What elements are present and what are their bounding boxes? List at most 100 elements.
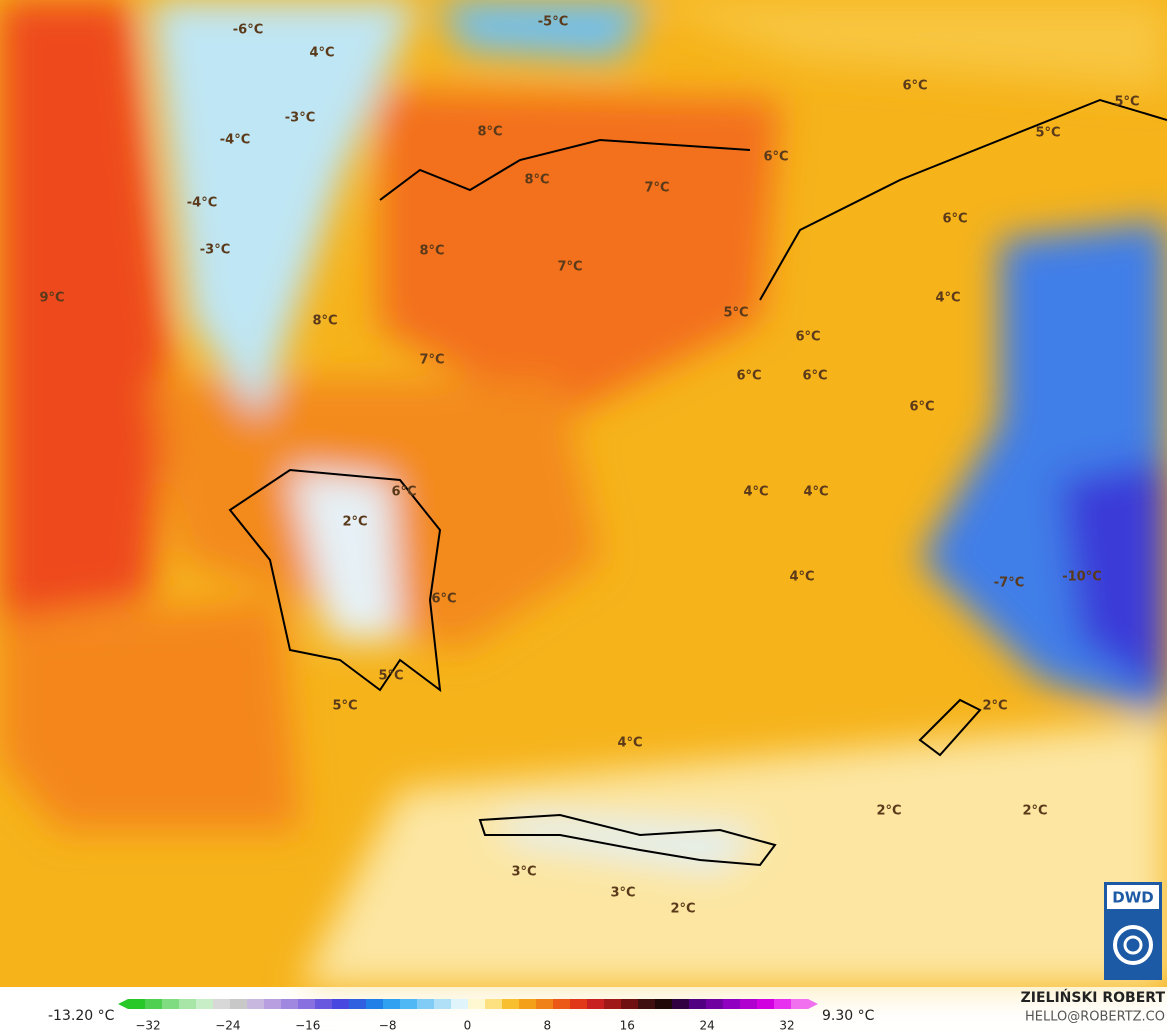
colorbar-swatch — [468, 999, 486, 1009]
colorbar-swatch — [451, 999, 469, 1009]
colorbar-tick-label: 16 — [620, 1019, 635, 1033]
temperature-label: 2°C — [342, 515, 367, 530]
temperature-label: 8°C — [419, 244, 444, 259]
temperature-label: 4°C — [617, 736, 642, 751]
colorbar-tick-label: −8 — [379, 1019, 397, 1033]
logo: DWD — [1104, 882, 1162, 980]
colorbar-swatch — [230, 999, 248, 1009]
temperature-label: 4°C — [803, 485, 828, 500]
contact: HELLO@ROBERTZ.CO — [1025, 1010, 1165, 1025]
temperature-label: 2°C — [876, 804, 901, 819]
colorbar-swatch — [383, 999, 401, 1009]
temperature-label: 2°C — [1022, 804, 1047, 819]
colorbar-swatch — [604, 999, 622, 1009]
colorbar-swatch — [332, 999, 350, 1009]
colorbar-swatch — [281, 999, 299, 1009]
colorbar-tick-label: 32 — [779, 1019, 794, 1033]
temperature-label: 8°C — [524, 173, 549, 188]
colorbar-swatch — [298, 999, 316, 1009]
colorbar-swatch — [417, 999, 435, 1009]
colorbar-swatch — [485, 999, 503, 1009]
colorbar-swatch — [638, 999, 656, 1009]
temperature-label: 6°C — [763, 150, 788, 165]
temperature-label: 8°C — [312, 314, 337, 329]
colorbar-end — [808, 999, 818, 1009]
temperature-label: -4°C — [187, 196, 217, 211]
temperature-label: 5°C — [332, 699, 357, 714]
temperature-label: -5°C — [538, 15, 568, 30]
colorbar-end — [118, 999, 128, 1009]
temperature-label: 6°C — [902, 79, 927, 94]
colorbar-swatch — [774, 999, 792, 1009]
colorbar-tick-label: −32 — [135, 1019, 160, 1033]
temperature-label: 5°C — [723, 306, 748, 321]
temperature-label: 7°C — [557, 260, 582, 275]
colorbar-swatch — [723, 999, 741, 1009]
temperature-label: -3°C — [200, 243, 230, 258]
colorbar-swatch — [366, 999, 384, 1009]
colorbar-swatch — [536, 999, 554, 1009]
temperature-label: 6°C — [802, 369, 827, 384]
colorbar-swatch — [672, 999, 690, 1009]
temperature-label: 5°C — [1114, 95, 1139, 110]
colorbar-swatch — [621, 999, 639, 1009]
temperature-label: -7°C — [994, 576, 1024, 591]
colorbar-swatch — [791, 999, 809, 1009]
temperature-label: 4°C — [789, 570, 814, 585]
colorbar-swatch — [740, 999, 758, 1009]
temperature-label: -4°C — [220, 133, 250, 148]
colorbar-swatch — [247, 999, 265, 1009]
colorbar-swatch — [213, 999, 231, 1009]
colorbar-tick-label: −16 — [295, 1019, 320, 1033]
temperature-label: 6°C — [391, 485, 416, 500]
colorbar-swatch — [655, 999, 673, 1009]
colorbar-swatch — [434, 999, 452, 1009]
colorbar-tick-label: −24 — [215, 1019, 240, 1033]
temperature-label: 6°C — [795, 330, 820, 345]
colorbar-swatch — [553, 999, 571, 1009]
temperature-label: 2°C — [982, 699, 1007, 714]
colorbar-swatch — [264, 999, 282, 1009]
colorbar-swatch — [349, 999, 367, 1009]
temperature-label: -3°C — [285, 111, 315, 126]
temperature-label: 5°C — [378, 669, 403, 684]
temperature-label: 7°C — [644, 181, 669, 196]
temperature-label: 6°C — [909, 400, 934, 415]
colorbar-swatch — [502, 999, 520, 1009]
colorbar-swatch — [570, 999, 588, 1009]
temperature-label: 3°C — [610, 886, 635, 901]
colorbar-swatch — [162, 999, 180, 1009]
colorbar-max: 9.30 °C — [822, 1008, 875, 1024]
colorbar-tick-label: 8 — [544, 1019, 552, 1033]
temperature-label: 8°C — [477, 125, 502, 140]
temperature-label: 4°C — [743, 485, 768, 500]
map-background — [0, 0, 1167, 987]
colorbar-swatch — [315, 999, 333, 1009]
colorbar-swatch — [179, 999, 197, 1009]
temperature-label: 6°C — [431, 592, 456, 607]
colorbar-swatch — [128, 999, 146, 1009]
colorbar-tick-label: 0 — [464, 1019, 472, 1033]
colorbar-swatch — [706, 999, 724, 1009]
temperature-label: 9°C — [39, 291, 64, 306]
temperature-label: 7°C — [419, 353, 444, 368]
temperature-label: 5°C — [1035, 126, 1060, 141]
temperature-label: 6°C — [942, 212, 967, 227]
temperature-label: 4°C — [309, 46, 334, 61]
temperature-label: 6°C — [736, 369, 761, 384]
logo-text: DWD — [1112, 889, 1153, 907]
author: ZIELIŃSKI ROBERT — [1021, 988, 1166, 1006]
temperature-label: -10°C — [1062, 570, 1102, 585]
colorbar-swatch — [145, 999, 163, 1009]
colorbar-min: -13.20 °C — [48, 1008, 115, 1024]
colorbar-swatch — [196, 999, 214, 1009]
colorbar-swatch — [689, 999, 707, 1009]
colorbar-swatch — [587, 999, 605, 1009]
colorbar-tick-label: 24 — [699, 1019, 714, 1033]
temperature-label: 4°C — [935, 291, 960, 306]
colorbar-swatch — [400, 999, 418, 1009]
colorbar-swatch — [519, 999, 537, 1009]
temperature-label: 2°C — [670, 902, 695, 917]
temperature-label: 3°C — [511, 865, 536, 880]
